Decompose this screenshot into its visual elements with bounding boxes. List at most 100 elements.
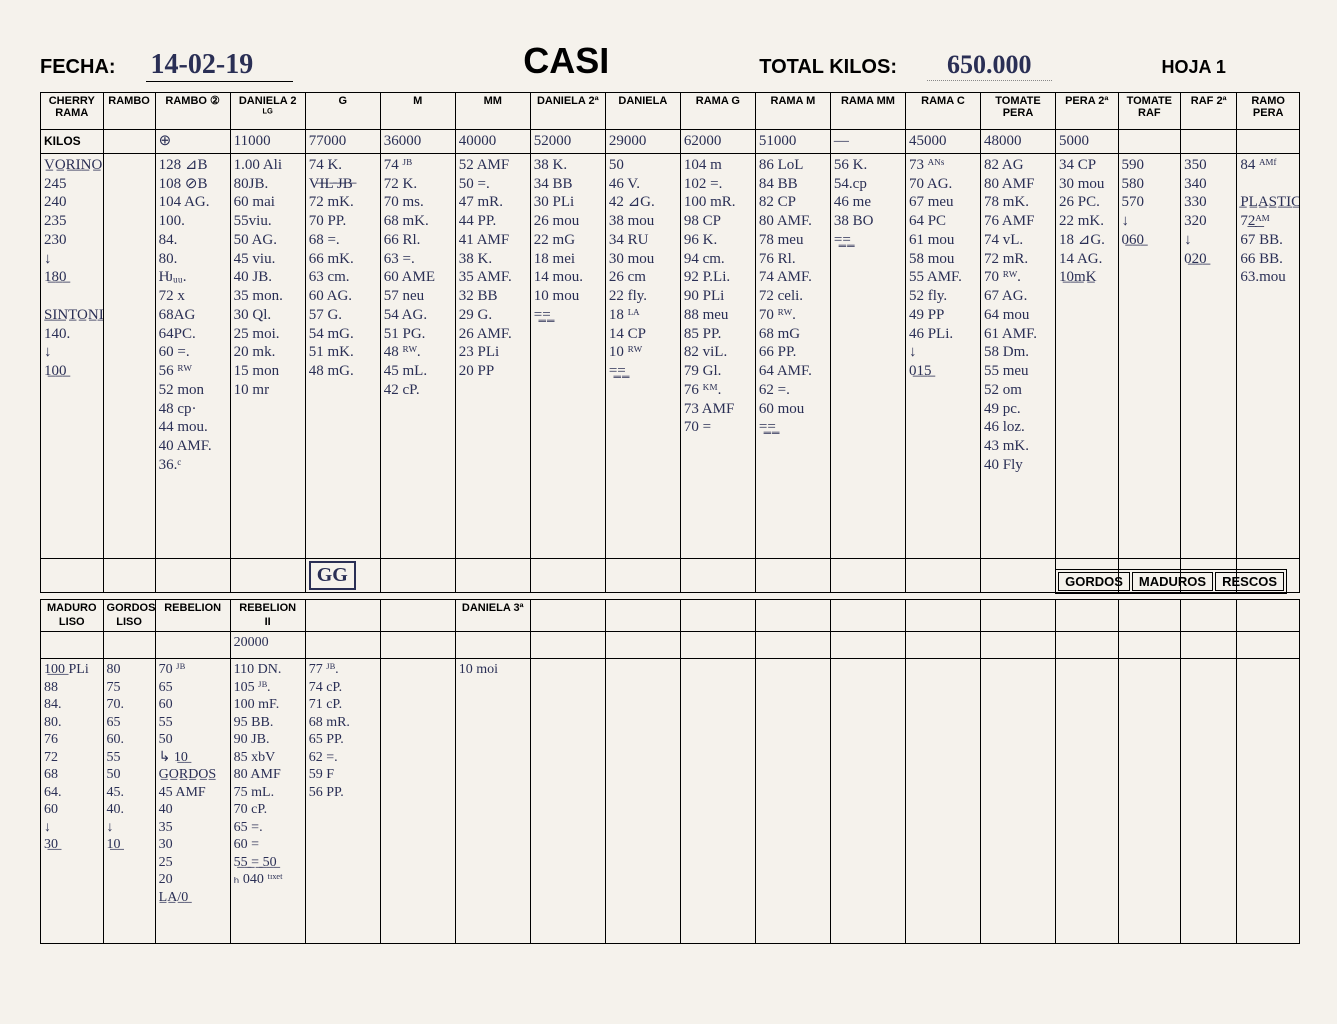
- lower-kilos-10: [755, 632, 830, 659]
- gg-cell-10: [755, 558, 830, 592]
- lower-cell-0: 1̲0̲0̲ PLi 88 84. 80. 76 72 68 64. 60 ↓ …: [41, 659, 104, 944]
- upper-kilos-10: 51000: [755, 130, 830, 154]
- corner-note-1: MADUROS: [1132, 572, 1213, 591]
- fecha-label: FECHA:: [40, 56, 116, 79]
- gg-cell-13: [980, 558, 1055, 592]
- gg-cell-4: GG: [305, 558, 380, 592]
- lower-kilos-17: [1237, 632, 1300, 659]
- lower-cell-6: 10 moi: [455, 659, 530, 944]
- upper-col-9: RAMA G: [680, 93, 755, 130]
- gg-cell-3: [230, 558, 305, 592]
- gg-cell-0: [41, 558, 104, 592]
- lower-kilos-3: 20000: [230, 632, 305, 659]
- upper-col-0: CHERRY RAMA: [41, 93, 104, 130]
- page: FECHA: 14-02-19 CASI TOTAL KILOS: 650.00…: [0, 0, 1337, 1024]
- upper-kilos-16: [1181, 130, 1237, 154]
- lower-col-10: [755, 599, 830, 632]
- upper-col-6: MM: [455, 93, 530, 130]
- lower-cell-14: [1056, 659, 1119, 944]
- upper-col-14: PERA 2ª: [1056, 93, 1119, 130]
- upper-kilos-13: 48000: [980, 130, 1055, 154]
- upper-kilos-14: 5000: [1056, 130, 1119, 154]
- upper-cell-10: 86 LoL 84 BB 82 CP 80 AMF. 78 meu 76 Rl.…: [755, 153, 830, 558]
- lower-kilos-8: [605, 632, 680, 659]
- lower-cell-2: 70 ᴶᴮ 65 60 55 50 ↳ 1̲0̲ G̲O̲R̲D̲O̲S̲ 45…: [155, 659, 230, 944]
- upper-kilos-6: 40000: [455, 130, 530, 154]
- lower-kilos-0: [41, 632, 104, 659]
- upper-col-11: RAMA MM: [830, 93, 905, 130]
- upper-col-2: RAMBO ②: [155, 93, 230, 130]
- lower-kilos-11: [830, 632, 905, 659]
- lower-cell-7: [530, 659, 605, 944]
- upper-col-8: DANIELA: [605, 93, 680, 130]
- lower-kilos-4: [305, 632, 380, 659]
- upper-col-17: RAMO PERA: [1237, 93, 1300, 130]
- header-bar: FECHA: 14-02-19 CASI TOTAL KILOS: 650.00…: [40, 40, 1307, 82]
- total-label: TOTAL KILOS:: [759, 56, 897, 79]
- upper-cell-4: 74 K. V̶I̶L̶ ̶J̶B̶ 72 mK. 70 PP. 68 =. 6…: [305, 153, 380, 558]
- lower-kilos-15: [1118, 632, 1181, 659]
- lower-kilos-12: [905, 632, 980, 659]
- lower-cell-10: [755, 659, 830, 944]
- lower-cell-4: 77 ᴶᴮ. 74 cP. 71 cP. 68 mR. 65 PP. 62 =.…: [305, 659, 380, 944]
- lower-col-8: [605, 599, 680, 632]
- lower-cell-11: [830, 659, 905, 944]
- lower-kilos-row: 20000: [41, 632, 1300, 659]
- upper-body-row: V̲O̲R̲I̲N̲O̲ 245 240 235 230 ↓ 1̲8̲0̲ S̲…: [41, 153, 1300, 558]
- upper-col-15: TOMATE RAF: [1118, 93, 1181, 130]
- upper-kilos-12: 45000: [905, 130, 980, 154]
- gg-cell-5: [380, 558, 455, 592]
- lower-kilos-14: [1056, 632, 1119, 659]
- upper-kilos-8: 29000: [605, 130, 680, 154]
- lower-cell-3: 110 DN. 105 ᴶᴮ. 100 mF. 95 BB. 90 JB. 85…: [230, 659, 305, 944]
- lower-col-15: [1118, 599, 1181, 632]
- lower-cell-1: 80 75 70. 65 60. 55 50 45. 40. ↓ 1̲0̲: [103, 659, 155, 944]
- lower-col-12: [905, 599, 980, 632]
- corner-note-2: RESCOS: [1215, 572, 1284, 591]
- upper-cell-8: 50 46 V. 42 ⊿G. 38 mou 34 RU 30 mou 26 c…: [605, 153, 680, 558]
- upper-cell-11: 56 K. 54.cp 46 me 38 BO =͇=͇: [830, 153, 905, 558]
- gg-cell-11: [830, 558, 905, 592]
- upper-cell-16: 350 340 330 320 ↓ 0̲2̲0̲: [1181, 153, 1237, 558]
- upper-col-1: RAMBO: [103, 93, 155, 130]
- lower-col-6: DANIELA 3ª: [455, 599, 530, 632]
- lower-col-16: [1181, 599, 1237, 632]
- corner-note-0: GORDOS: [1058, 572, 1130, 591]
- lower-col-13: [980, 599, 1055, 632]
- upper-col-13: TOMATE PERA: [980, 93, 1055, 130]
- lower-cell-17: [1237, 659, 1300, 944]
- lower-col-5: [380, 599, 455, 632]
- gg-box: GG: [309, 561, 356, 590]
- lower-cell-9: [680, 659, 755, 944]
- total-value: 650.000: [927, 50, 1052, 81]
- upper-kilos-0: KILOS: [41, 130, 104, 154]
- gg-cell-1: [103, 558, 155, 592]
- lower-kilos-9: [680, 632, 755, 659]
- lower-col-0: MADURO LISO: [41, 599, 104, 632]
- upper-cell-5: 74 ᴶᴮ 72 K. 70 ms. 68 mK. 66 Rl. 63 =. 6…: [380, 153, 455, 558]
- upper-kilos-2: ⊕: [155, 130, 230, 154]
- upper-cell-7: 38 K. 34 BB 30 PLi 26 mou 22 mG 18 mei 1…: [530, 153, 605, 558]
- lower-kilos-2: [155, 632, 230, 659]
- lower-col-7: [530, 599, 605, 632]
- upper-col-5: M: [380, 93, 455, 130]
- lower-cell-8: [605, 659, 680, 944]
- lower-cell-13: [980, 659, 1055, 944]
- lower-kilos-7: [530, 632, 605, 659]
- upper-cell-1: [103, 153, 155, 558]
- gg-cell-7: [530, 558, 605, 592]
- lower-col-17: [1237, 599, 1300, 632]
- gg-cell-6: [455, 558, 530, 592]
- upper-col-3: DANIELA 2 ᴸᴳ: [230, 93, 305, 130]
- upper-cell-9: 104 m 102 =. 100 mR. 98 CP 96 K. 94 cm. …: [680, 153, 755, 558]
- upper-kilos-5: 36000: [380, 130, 455, 154]
- lower-table: MADURO LISOGORDOS LISOREBELIONREBELION I…: [40, 599, 1300, 945]
- upper-cell-12: 73 ᴬᴺˢ 70 AG. 67 meu 64 PC 61 mou 58 mou…: [905, 153, 980, 558]
- upper-table: CHERRY RAMARAMBORAMBO ②DANIELA 2 ᴸᴳGMMMD…: [40, 92, 1300, 593]
- lower-body-row: 1̲0̲0̲ PLi 88 84. 80. 76 72 68 64. 60 ↓ …: [41, 659, 1300, 944]
- lower-kilos-16: [1181, 632, 1237, 659]
- upper-col-10: RAMA M: [755, 93, 830, 130]
- gg-cell-2: [155, 558, 230, 592]
- upper-cell-15: 590 580 570 ↓ 0̲6̲0̲: [1118, 153, 1181, 558]
- lower-header-row: MADURO LISOGORDOS LISOREBELIONREBELION I…: [41, 599, 1300, 632]
